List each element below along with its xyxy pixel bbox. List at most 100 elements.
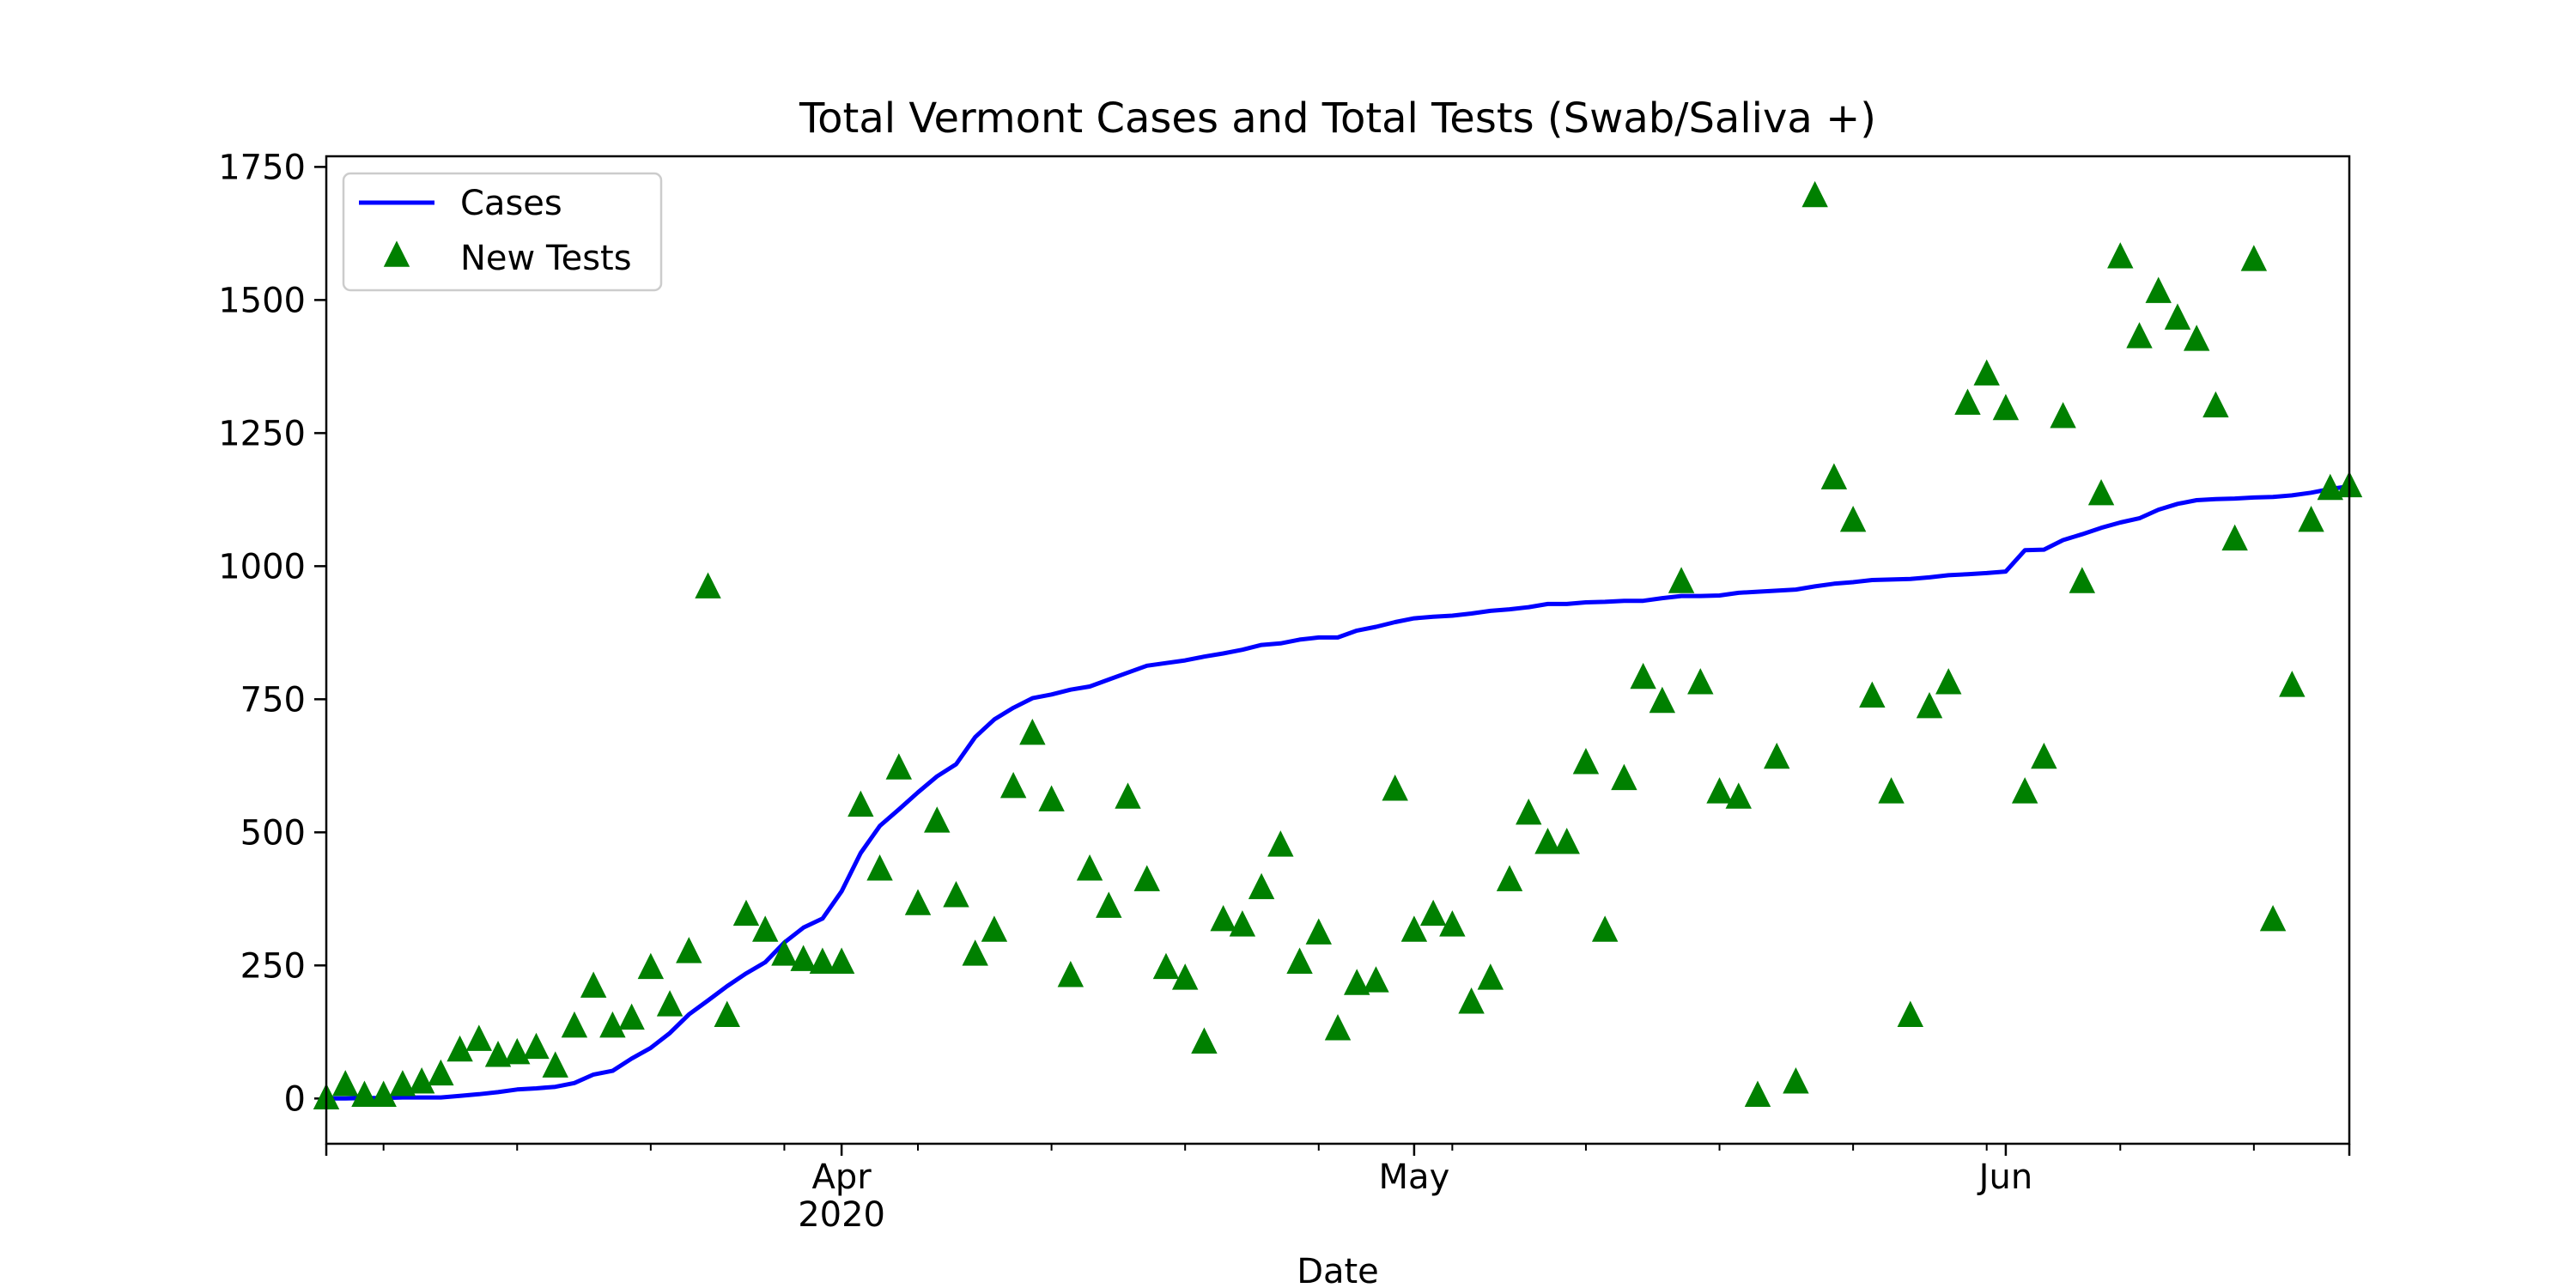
tests-marker [714, 1000, 740, 1027]
tests-marker [351, 1080, 378, 1107]
tests-marker [2011, 777, 2038, 804]
legend-tests-swatch [383, 240, 410, 267]
tests-marker [1363, 966, 1389, 993]
tests-marker [1916, 691, 1943, 719]
tests-marker [504, 1037, 531, 1065]
tests-marker [2031, 742, 2057, 769]
tests-marker [618, 1003, 645, 1030]
axes-frame [325, 155, 2351, 1145]
tests-marker [2107, 242, 2134, 269]
y-tick-label: 1750 [218, 148, 306, 187]
tests-marker [1210, 904, 1236, 932]
tests-marker [790, 945, 817, 971]
tests-marker [408, 1067, 435, 1094]
tests-marker [732, 899, 760, 927]
tests-marker [465, 1024, 493, 1051]
tests-marker [2069, 567, 2096, 593]
tests-marker [1496, 865, 1523, 891]
tests-marker [2126, 322, 2153, 349]
tests-marker [1133, 865, 1160, 891]
tests-marker [1744, 1080, 1771, 1107]
tests-marker [1706, 777, 1733, 804]
tests-marker [389, 1070, 416, 1097]
y-tick-label: 1500 [218, 281, 306, 320]
tests-marker [2145, 276, 2172, 303]
tests-marker [924, 806, 951, 833]
tests-marker [523, 1032, 550, 1060]
tests-marker [2183, 325, 2210, 351]
tests-marker [1171, 963, 1199, 990]
tests-marker [1859, 681, 1886, 708]
tests-marker [1305, 918, 1332, 945]
tests-marker [1649, 686, 1676, 714]
chart-title: Total Vermont Cases and Total Tests (Swa… [799, 94, 1876, 143]
x-tick-sublabel: 2020 [798, 1195, 885, 1235]
tests-marker [1973, 359, 2000, 386]
tests-marker [1191, 1027, 1218, 1054]
tests-marker [1687, 668, 1714, 695]
tests-marker [1439, 910, 1466, 937]
tests-marker [1725, 782, 1752, 809]
tests-marker [447, 1035, 473, 1062]
x-tick-label: Jun [1977, 1157, 2033, 1197]
cases-line [324, 483, 2352, 1101]
y-tick-label: 750 [240, 680, 306, 720]
tests-marker [1783, 1067, 1809, 1094]
tests-marker [1076, 854, 1103, 881]
tests-marker [1229, 910, 1256, 937]
tests-marker [848, 790, 874, 817]
tests-marker [1591, 915, 1619, 942]
tests-marker [484, 1041, 512, 1067]
tests-marker [1992, 393, 2020, 421]
x-tick-label: Apr [812, 1157, 872, 1197]
tests-marker [1534, 828, 1561, 854]
tests-marker [1553, 828, 1580, 854]
tests-marker [1038, 785, 1065, 811]
tests-marker [981, 915, 1008, 942]
tests-marker [1152, 952, 1180, 980]
tests-marker [580, 971, 607, 998]
y-tick-label: 1250 [218, 414, 306, 453]
tests-marker [428, 1059, 454, 1086]
tests-marker [2202, 391, 2229, 418]
tests-marker [1630, 662, 1656, 690]
legend-tests-label: New Tests [460, 239, 632, 278]
tests-marker [1611, 763, 1637, 791]
tests-marker [599, 1011, 626, 1038]
y-tick-label: 1000 [218, 547, 306, 586]
tests-marker [904, 889, 932, 915]
tests-marker [2221, 524, 2248, 551]
tests-marker [1286, 947, 1313, 974]
y-tick-label: 0 [284, 1079, 306, 1119]
tests-marker [1820, 463, 1848, 489]
tests-marker [1516, 798, 1542, 825]
plot-area [313, 180, 2363, 1110]
tests-marker [637, 952, 665, 980]
tests-marker [1419, 899, 1447, 927]
tests-marker [2298, 505, 2324, 532]
tests-marker [1267, 830, 1294, 857]
tests-marker [1839, 505, 1867, 532]
tests-marker [695, 572, 721, 598]
y-axis-ticks: 0 250 500 750 1000 1250 1500 1750 [218, 148, 326, 1119]
tests-marker [828, 947, 855, 974]
y-tick-label: 250 [240, 946, 306, 986]
tests-marker [1763, 742, 1790, 769]
tests-marker [1400, 915, 1428, 942]
y-tick-label: 500 [240, 813, 306, 853]
tests-marker [1382, 775, 1408, 801]
tests-marker [1248, 872, 1275, 900]
tests-marker [1935, 668, 1962, 695]
tests-marker [1324, 1014, 1352, 1041]
tests-marker [2240, 245, 2268, 271]
tests-marker [2259, 904, 2287, 932]
tests-marker [1344, 969, 1370, 995]
legend-cases-label: Cases [460, 184, 562, 223]
tests-marker [2050, 402, 2076, 428]
tests-marker [676, 937, 702, 963]
tests-marker [2164, 303, 2191, 330]
tests-marker [1096, 891, 1122, 918]
tests-marker [1019, 718, 1046, 745]
